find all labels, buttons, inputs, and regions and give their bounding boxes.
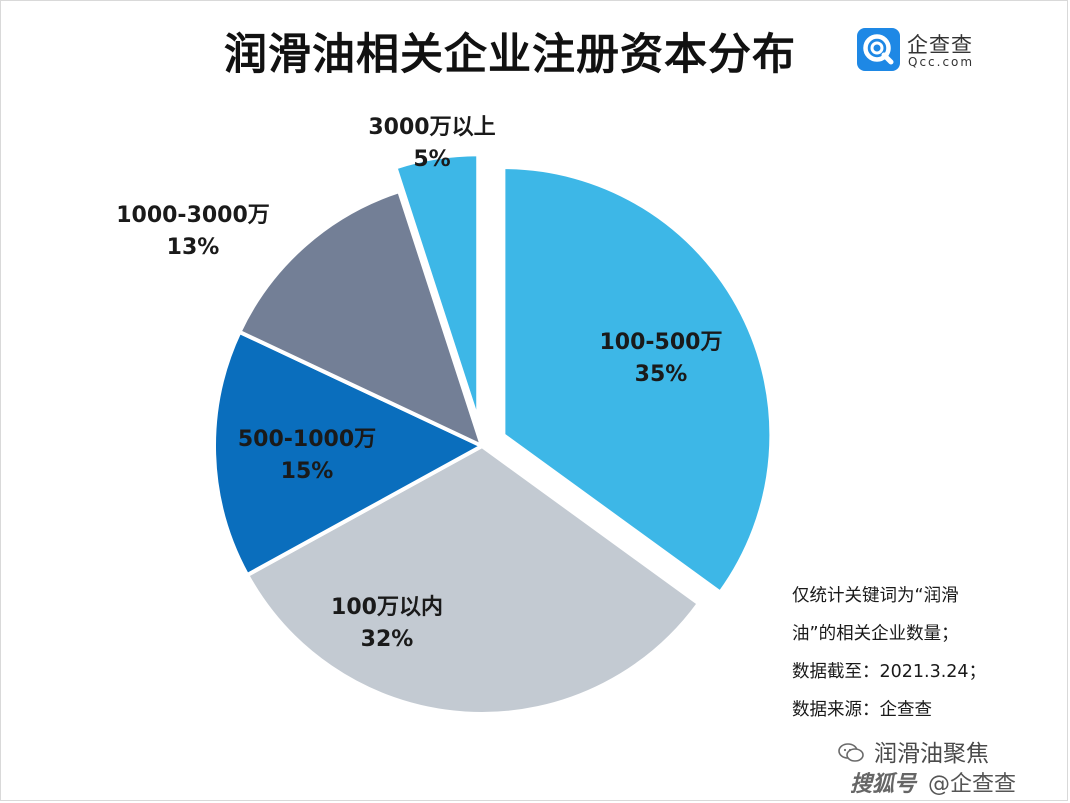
slice-label-1: 100万以内	[331, 595, 443, 620]
footnote: 仅统计关键词为“润滑 油”的相关企业数量； 数据截至：2021.3.24； 数据…	[792, 577, 1022, 729]
pie-slice-0	[501, 165, 774, 595]
footnote-line: 数据来源：企查查	[792, 700, 932, 720]
wechat-icon	[838, 743, 864, 763]
watermark-handle: @企查查	[928, 772, 1017, 797]
footnote-line: 油”的相关企业数量；	[792, 624, 959, 644]
logo-name: 企查查	[907, 33, 973, 57]
watermark-source: 搜狐号 @企查查	[850, 766, 1016, 798]
chart-title: 润滑油相关企业注册资本分布	[224, 30, 796, 80]
pie-slice-3	[237, 189, 484, 448]
slice-value-label-0: 35%	[635, 362, 688, 387]
slice-label-2: 500-1000万	[238, 427, 376, 452]
slice-label-3: 1000-3000万	[116, 203, 270, 228]
slice-label-4: 3000万以上	[368, 115, 495, 140]
watermark-account: 润滑油聚焦	[838, 734, 989, 768]
pie-slice-4	[393, 152, 481, 425]
pie-slice-2	[212, 329, 484, 578]
watermark-platform: 搜狐号	[850, 772, 917, 797]
slice-value-label-2: 15%	[281, 459, 334, 484]
logo-domain: Qcc.com	[908, 55, 975, 69]
slice-label-0: 100-500万	[600, 330, 723, 355]
slice-value-label-1: 32%	[361, 627, 414, 652]
footnote-line: 仅统计关键词为“润滑	[792, 586, 959, 606]
qcc-logo-icon	[857, 28, 900, 71]
footnote-line: 数据截至：2021.3.24；	[792, 662, 987, 682]
slice-value-label-4: 5%	[413, 147, 450, 172]
qcc-logo: 企查查 Qcc.com	[857, 28, 987, 74]
watermark-account-name: 润滑油聚焦	[874, 741, 989, 767]
slice-value-label-3: 13%	[167, 235, 220, 260]
pie-slice-1	[245, 444, 701, 716]
